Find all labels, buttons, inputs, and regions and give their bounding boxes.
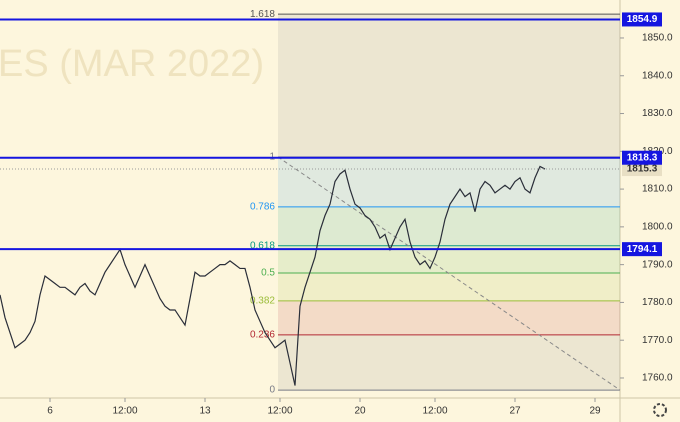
x-tick-label: 12:00 [422,406,447,417]
y-tick-label: 1810.0 [642,184,673,195]
fib-zone [278,245,620,273]
fib-label: 0.236 [250,330,275,341]
y-tick-label: 1760.0 [642,373,673,384]
y-tick-label: 1840.0 [642,70,673,81]
fib-zone [278,156,620,207]
fib-label: 1.618 [250,9,275,20]
fib-zone [278,334,620,391]
fib-zone [278,300,620,335]
y-tick-label: 1770.0 [642,335,673,346]
x-tick-label: 29 [589,406,601,417]
fib-label: 0.5 [261,268,275,279]
settings-icon[interactable] [653,403,667,417]
fib-zone [278,206,620,246]
level-label: 1794.1 [627,244,658,255]
x-tick-label: 12:00 [267,406,292,417]
price-line [0,165,546,386]
y-tick-label: 1830.0 [642,108,673,119]
x-tick-label: 27 [509,406,521,417]
level-label: 1854.9 [627,14,658,25]
fib-label: 0 [269,385,275,396]
fib-trend-line [277,156,621,391]
y-tick-label: 1800.0 [642,222,673,233]
fib-zone [278,14,620,157]
fib-label: 0.618 [250,240,275,251]
fib-zone [278,272,620,301]
x-tick-label: 12:00 [112,406,137,417]
level-box [622,150,662,165]
y-tick-label: 1780.0 [642,297,673,308]
x-tick-label: 13 [199,406,211,417]
level-label: 1818.3 [627,152,658,163]
level-box [622,242,662,257]
x-tick-label: 20 [354,406,366,417]
y-tick-label: 1850.0 [642,33,673,44]
last-price-label: 1815.3 [627,164,658,175]
last-price-box [622,162,662,177]
y-tick-label: 1790.0 [642,259,673,270]
level-box [622,12,662,27]
x-tick-label: 6 [47,406,53,417]
watermark: ES (MAR 2022) [0,43,264,85]
fib-label: 0.786 [250,201,275,212]
fib-label: 0.382 [250,296,275,307]
